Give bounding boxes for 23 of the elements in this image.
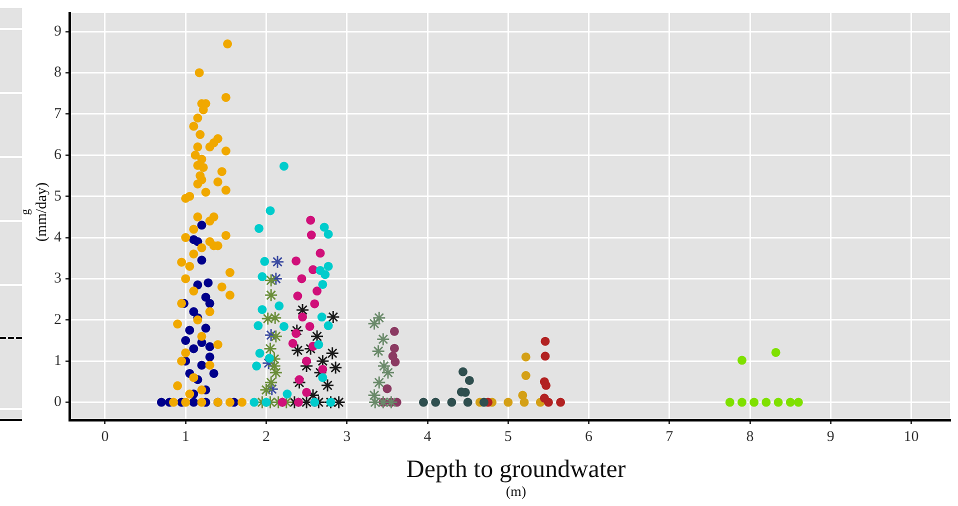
x-tick-label: 6 xyxy=(585,428,594,445)
y-tick-label: 1 xyxy=(54,353,62,370)
x-tick-label: 8 xyxy=(746,428,754,445)
y-tick-label: 8 xyxy=(54,64,62,81)
x-tick-label: 10 xyxy=(904,428,919,445)
y-tick-label: 0 xyxy=(54,394,62,410)
x-tick-label: 9 xyxy=(826,428,834,445)
x-tick-label: 2 xyxy=(262,428,270,445)
x-tick-label: 5 xyxy=(504,428,512,445)
y-tick-label: 6 xyxy=(54,147,62,164)
x-tick-label: 3 xyxy=(343,428,351,445)
y-tick-label: 9 xyxy=(54,23,62,40)
y-axis-title: g (mm/day) xyxy=(17,182,51,242)
x-tick-label: 7 xyxy=(666,428,674,445)
y-tick-label: 5 xyxy=(54,188,62,204)
y-tick-label: 2 xyxy=(54,312,62,328)
y-tick-label: 7 xyxy=(54,106,62,122)
y-tick-label: 4 xyxy=(54,229,62,246)
y-tick-label: 3 xyxy=(54,270,62,287)
x-tick-label: 4 xyxy=(424,428,432,445)
x-tick-label: 0 xyxy=(101,428,109,445)
x-tick-label: 1 xyxy=(182,428,190,445)
x-axis-title: Depth to groundwater (m) xyxy=(405,455,627,501)
